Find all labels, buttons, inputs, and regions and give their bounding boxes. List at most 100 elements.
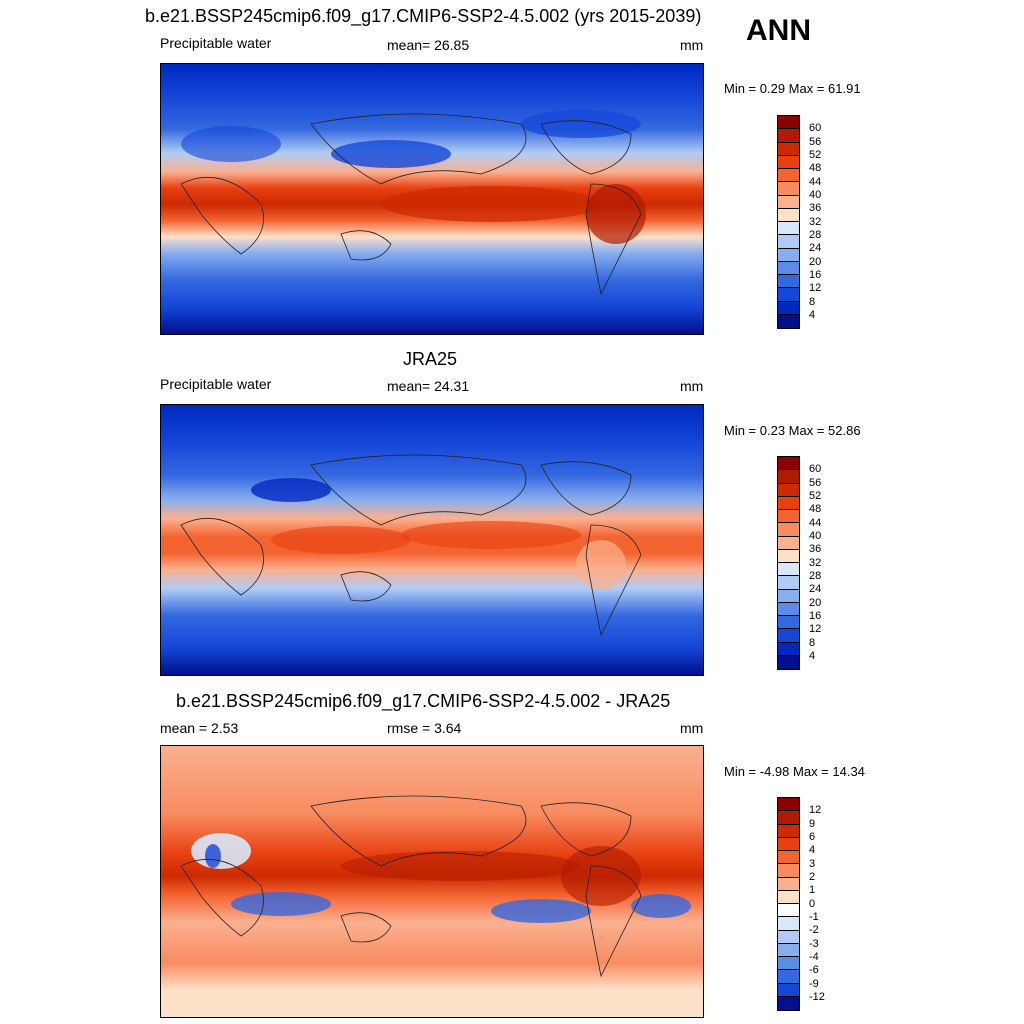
colorbar-tick-label: 8 [809,296,816,308]
colorbar-tick-label: -2 [809,924,819,936]
panel-1-units: mm [680,37,704,53]
panel-3-units: mm [680,720,704,736]
colorbar-tick-label: -6 [809,964,819,976]
colorbar-tick-label: -12 [809,991,825,1003]
colorbar-segment [778,824,799,838]
colorbar-segment [778,629,799,643]
colorbar-tick-label: 24 [809,583,822,595]
colorbar-segment [778,536,799,550]
colorbar-tick-label: 28 [809,570,822,582]
panel-1-mean: mean= 26.85 [387,37,470,53]
colorbar-tick-label: 9 [809,818,816,830]
colorbar-segment [778,851,799,865]
colorbar-segment [778,235,799,249]
colorbar-segment [778,877,799,891]
colorbar-tick-label: 48 [809,503,822,515]
colorbar-tick-label: 48 [809,162,822,174]
colorbar-segment [778,996,799,1010]
colorbar-segment [778,510,799,524]
colorbar-tick-label: 6 [809,831,816,843]
colorbar-segment [778,957,799,971]
colorbar-tick-label: 12 [809,623,822,635]
colorbar-segment [778,483,799,497]
colorbar-segment [778,457,799,471]
colorbar-tick-label: 1 [809,884,816,896]
panel-3-minmax: Min = -4.98 Max = 14.34 [724,764,865,779]
colorbar-segment [778,116,799,130]
colorbar-segment [778,642,799,656]
colorbar-tick-label: 3 [809,858,816,870]
colorbar-tick-label: -9 [809,978,819,990]
colorbar-segment [778,142,799,156]
colorbar-tick-label: -1 [809,911,819,923]
panel-3-title: b.e21.BSSP245cmip6.f09_g17.CMIP6-SSP2-4.… [176,691,671,711]
colorbar-segment [778,275,799,289]
colorbar-segment [778,549,799,563]
colorbar-tick-label: 20 [809,256,822,268]
colorbar-tick-label: 12 [809,804,822,816]
colorbar-tick-label: 40 [809,189,822,201]
panel-2-units: mm [680,378,704,394]
panel-2-left-label: Precipitable water [160,376,272,392]
colorbar-tick-label: 0 [809,898,816,910]
colorbar-segment [778,155,799,169]
colorbar-segment [778,983,799,997]
panel-3-mean: mean = 2.53 [160,720,239,736]
colorbar-tick-label: 52 [809,149,822,161]
panel-3-map [160,745,704,1018]
colorbar-segment [778,917,799,931]
colorbar-segment [778,589,799,603]
colorbar-tick-label: -3 [809,938,819,950]
colorbar-tick-label: 28 [809,229,822,241]
colorbar-segment [778,314,799,328]
colorbar-tick-label: 16 [809,610,822,622]
colorbar-segment [778,523,799,537]
colorbar-segment [778,930,799,944]
colorbar-tick-label: 36 [809,202,822,214]
colorbar-tick-label: 16 [809,269,822,281]
colorbar-tick-label: 40 [809,530,822,542]
panel-3-colorbar [777,797,800,1011]
colorbar-segment [778,811,799,825]
panel-1-map [160,63,704,335]
colorbar-segment [778,261,799,275]
colorbar-segment [778,195,799,209]
colorbar-tick-label: 12 [809,282,822,294]
colorbar-segment [778,576,799,590]
colorbar-tick-label: 8 [809,637,816,649]
colorbar-tick-label: 56 [809,136,822,148]
colorbar-segment [778,563,799,577]
colorbar-segment [778,943,799,957]
colorbar-segment [778,864,799,878]
colorbar-segment [778,837,799,851]
panel-3-rmse: rmse = 3.64 [387,720,462,736]
colorbar-tick-label: 52 [809,490,822,502]
colorbar-tick-label: 2 [809,871,816,883]
colorbar-segment [778,288,799,302]
panel-2-mean: mean= 24.31 [387,378,470,394]
colorbar-segment [778,602,799,616]
colorbar-tick-label: 44 [809,517,822,529]
colorbar-segment [778,301,799,315]
colorbar-segment [778,616,799,630]
colorbar-segment [778,222,799,236]
panel-1-left-label: Precipitable water [160,35,272,51]
colorbar-segment [778,904,799,918]
colorbar-tick-label: 24 [809,242,822,254]
colorbar-segment [778,129,799,143]
panel-2-title: JRA25 [403,349,458,369]
colorbar-tick-label: -4 [809,951,819,963]
colorbar-tick-label: 32 [809,557,822,569]
panel-2-map [160,404,704,676]
colorbar-segment [778,169,799,183]
colorbar-segment [778,182,799,196]
panel-1-colorbar [777,115,800,329]
colorbar-segment [778,970,799,984]
colorbar-segment [778,496,799,510]
colorbar-segment [778,798,799,812]
colorbar-tick-label: 36 [809,543,822,555]
panel-1-minmax: Min = 0.29 Max = 61.91 [724,81,861,96]
colorbar-segment [778,248,799,262]
colorbar-tick-label: 4 [809,309,816,321]
panel-2-minmax: Min = 0.23 Max = 52.86 [724,423,861,438]
